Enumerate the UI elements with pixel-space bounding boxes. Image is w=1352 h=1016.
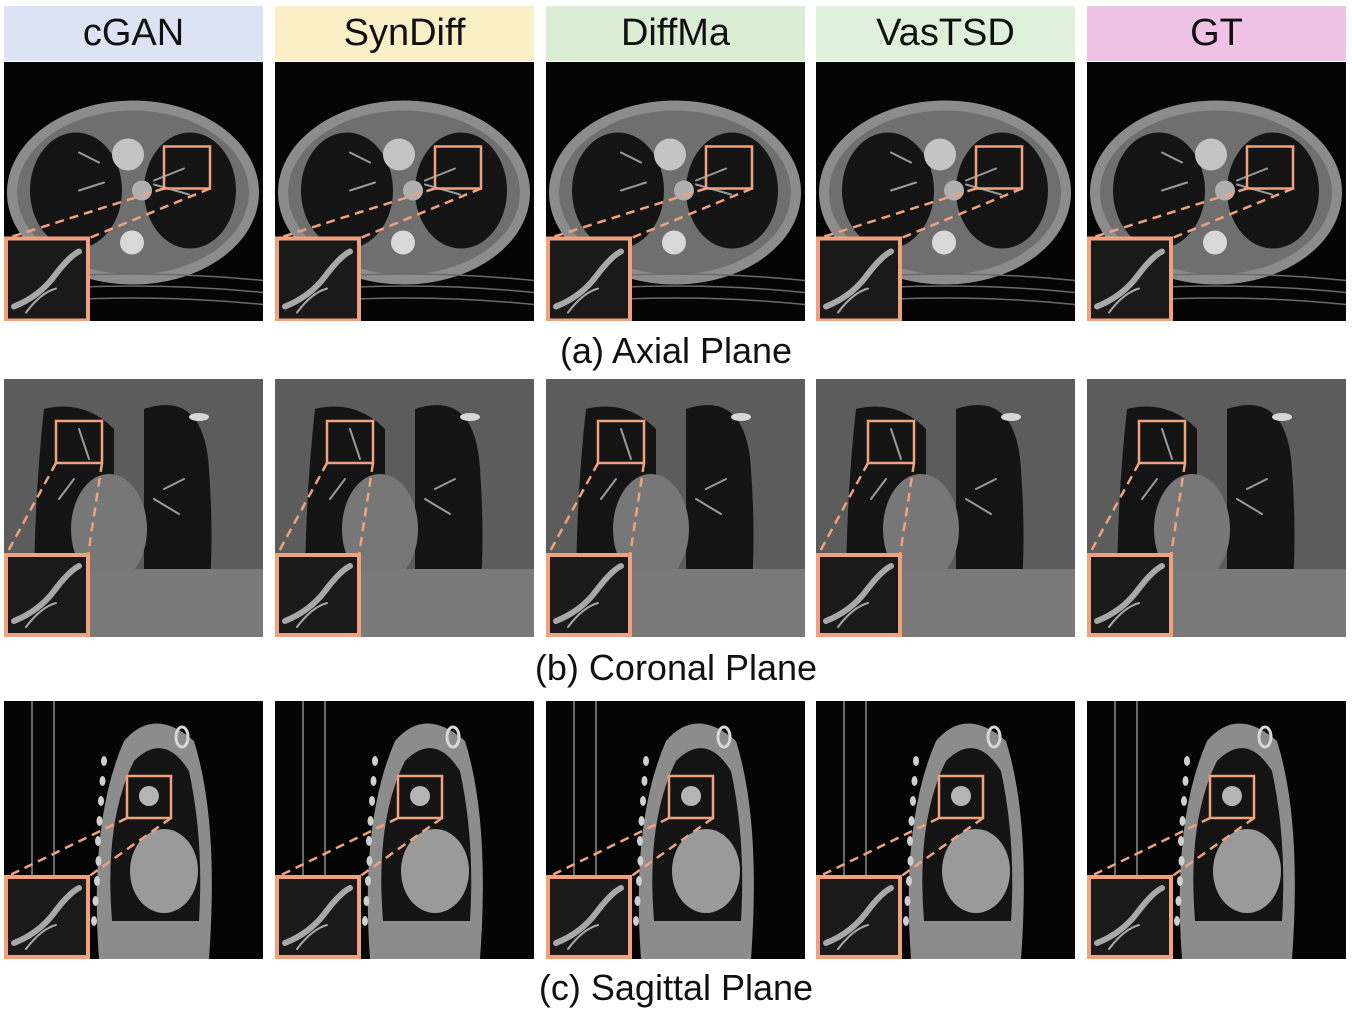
ct-slice-image xyxy=(1087,701,1295,959)
column-header-label: DiffMa xyxy=(620,12,731,54)
coronal-panel-syndiff xyxy=(275,379,534,637)
ct-slice-image xyxy=(275,100,534,321)
column-header-label: VasTSD xyxy=(876,12,1015,54)
ct-slice-image xyxy=(1087,100,1346,321)
axial-panel-gt xyxy=(1087,62,1346,321)
ct-slice-image xyxy=(546,100,805,321)
ct-slice-image xyxy=(4,701,212,959)
coronal-panel-gt xyxy=(1087,379,1346,637)
column-header-label: SynDiff xyxy=(343,12,466,54)
axial-panel-diffma xyxy=(546,62,805,321)
axial-panel-vastsd xyxy=(816,62,1075,321)
ct-slice-image xyxy=(4,379,263,637)
caption-sagittal-plane: (c) Sagittal Plane xyxy=(538,967,814,1008)
ct-slice-image xyxy=(275,701,483,959)
sagittal-panel-gt xyxy=(1087,701,1346,959)
axial-panel-cgan xyxy=(4,62,263,321)
sagittal-panel-vastsd xyxy=(816,701,1075,959)
column-header-diffma: DiffMa xyxy=(546,6,805,61)
caption-axial-plane: (a) Axial Plane xyxy=(559,330,793,371)
ct-slice-image xyxy=(816,379,1075,637)
column-header-gt: GT xyxy=(1087,6,1346,61)
ct-slice-image xyxy=(4,100,263,321)
axial-panel-syndiff xyxy=(275,62,534,321)
ct-slice-image xyxy=(275,379,534,637)
ct-slice-image xyxy=(816,100,1075,321)
sagittal-panel-cgan xyxy=(4,701,263,959)
column-header-label: GT xyxy=(1190,12,1243,54)
coronal-panel-diffma xyxy=(546,379,805,637)
ct-slice-image xyxy=(546,701,754,959)
column-header-vastsd: VasTSD xyxy=(816,6,1075,61)
coronal-panel-cgan xyxy=(4,379,263,637)
sagittal-panel-syndiff xyxy=(275,701,534,959)
coronal-panel-vastsd xyxy=(816,379,1075,637)
ct-slice-image xyxy=(1087,379,1346,637)
column-header-cgan: cGAN xyxy=(4,6,263,61)
column-header-syndiff: SynDiff xyxy=(275,6,534,61)
ct-slice-image xyxy=(546,379,805,637)
caption-coronal-plane: (b) Coronal Plane xyxy=(534,647,818,688)
sagittal-panel-diffma xyxy=(546,701,805,959)
ct-slice-image xyxy=(816,701,1024,959)
column-header-label: cGAN xyxy=(82,12,185,54)
